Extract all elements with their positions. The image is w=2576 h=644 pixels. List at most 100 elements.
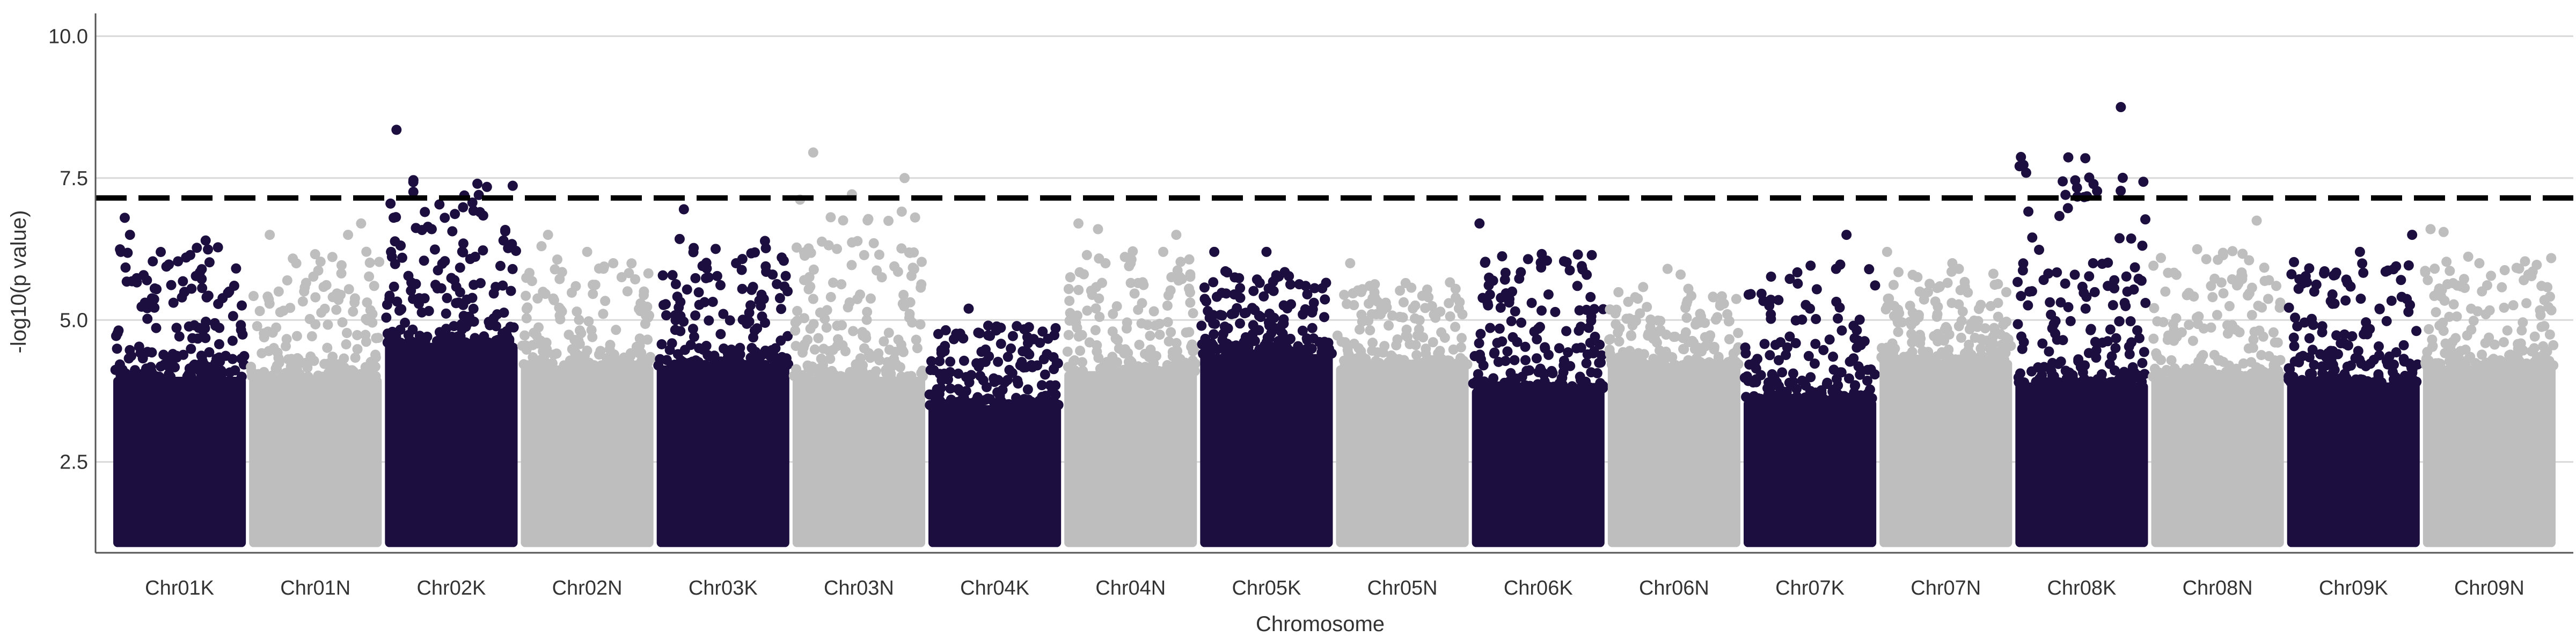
snp-point xyxy=(1032,360,1043,371)
snp-point xyxy=(323,319,333,330)
snp-point xyxy=(2315,349,2326,360)
snp-point xyxy=(1013,378,1023,389)
snp-point xyxy=(760,317,771,328)
snp-point xyxy=(2054,210,2065,221)
snp-point xyxy=(1094,311,1105,322)
peak-point xyxy=(125,230,135,240)
snp-point xyxy=(381,312,392,323)
snp-point xyxy=(2442,279,2453,290)
snp-point xyxy=(1784,274,1795,284)
snp-point xyxy=(453,297,464,308)
y-tick-label: 7.5 xyxy=(60,167,88,190)
snp-point xyxy=(1049,364,1059,375)
snp-point xyxy=(644,310,655,321)
snp-point xyxy=(2134,333,2145,343)
snp-point xyxy=(196,264,207,275)
snp-point xyxy=(2398,340,2409,350)
snp-point xyxy=(1822,377,1833,388)
snp-point xyxy=(2432,360,2443,370)
snp-point xyxy=(2259,262,2270,273)
snp-point xyxy=(2157,371,2168,382)
snp-point xyxy=(607,352,618,362)
snp-point xyxy=(237,300,247,311)
snp-point xyxy=(2168,319,2178,330)
snp-point xyxy=(1421,348,1431,359)
snp-point xyxy=(1453,303,1464,314)
snp-point xyxy=(113,325,124,336)
baseline-block-Chr01K xyxy=(113,377,246,547)
snp-point xyxy=(1509,355,1520,365)
snp-point xyxy=(1973,304,1984,314)
snp-point xyxy=(1455,342,1466,353)
peak-point xyxy=(2438,226,2449,237)
snp-point xyxy=(2499,265,2510,275)
snp-point xyxy=(1302,289,1313,299)
snp-point xyxy=(2289,341,2300,352)
snp-point xyxy=(1450,283,1461,294)
snp-point xyxy=(788,370,799,381)
snp-point xyxy=(1893,267,1904,277)
snp-point xyxy=(2520,256,2530,267)
snp-point xyxy=(2256,350,2267,361)
snp-point xyxy=(177,292,187,303)
snp-point xyxy=(2468,316,2479,326)
snp-point xyxy=(1269,312,1279,323)
snp-point xyxy=(2518,317,2528,328)
snp-point xyxy=(711,244,721,254)
baseline-block-Chr09K xyxy=(2287,382,2420,547)
snp-point xyxy=(2502,325,2513,336)
snp-point xyxy=(604,344,615,355)
snp-point xyxy=(458,247,469,258)
snp-point xyxy=(2284,302,2294,313)
snp-point xyxy=(173,256,184,267)
snp-point xyxy=(387,326,398,337)
snp-point xyxy=(1680,303,1691,313)
snp-point xyxy=(1344,350,1355,361)
snp-point xyxy=(1942,324,1952,334)
snp-point xyxy=(2111,333,2121,343)
snp-point xyxy=(155,361,166,372)
peak-point xyxy=(1345,258,1356,268)
baseline-block-Chr09N xyxy=(2423,365,2556,547)
peak-point xyxy=(543,230,553,240)
snp-point xyxy=(521,344,532,355)
snp-point xyxy=(1387,310,1397,321)
snp-point xyxy=(343,284,354,295)
snp-point xyxy=(468,303,479,314)
snp-point xyxy=(1184,254,1195,265)
snp-point xyxy=(2060,278,2070,289)
snp-point xyxy=(1645,314,1656,325)
peak-point xyxy=(1675,269,1686,280)
snp-point xyxy=(1210,319,1220,330)
snp-point xyxy=(612,360,623,371)
snp-point xyxy=(2058,335,2068,346)
snp-point xyxy=(1349,339,1359,349)
snp-point xyxy=(2346,360,2357,371)
snp-point xyxy=(551,348,562,359)
chromosome-points-Chr02N xyxy=(517,230,656,547)
snp-point xyxy=(1175,257,1186,267)
snp-point xyxy=(825,212,836,223)
snp-point xyxy=(224,367,235,378)
snp-point xyxy=(2498,337,2509,348)
snp-point xyxy=(1803,350,1814,361)
snp-point xyxy=(1661,330,1672,340)
snp-point xyxy=(862,306,873,317)
snp-point xyxy=(2433,286,2444,297)
snp-point xyxy=(2361,325,2372,335)
snp-point xyxy=(1002,352,1013,362)
snp-point xyxy=(458,202,469,213)
snp-point xyxy=(1379,341,1390,352)
snp-point xyxy=(1846,392,1857,402)
snp-point xyxy=(1864,264,1875,275)
snp-point xyxy=(1862,375,1873,386)
snp-point xyxy=(1565,361,1576,371)
snp-point xyxy=(1790,338,1801,348)
snp-point xyxy=(432,283,443,294)
snp-point xyxy=(228,311,238,321)
snp-point xyxy=(2044,346,2054,357)
snp-point xyxy=(1002,375,1013,385)
snp-point xyxy=(926,356,937,367)
snp-point xyxy=(1888,280,1899,290)
snp-point xyxy=(302,362,313,373)
